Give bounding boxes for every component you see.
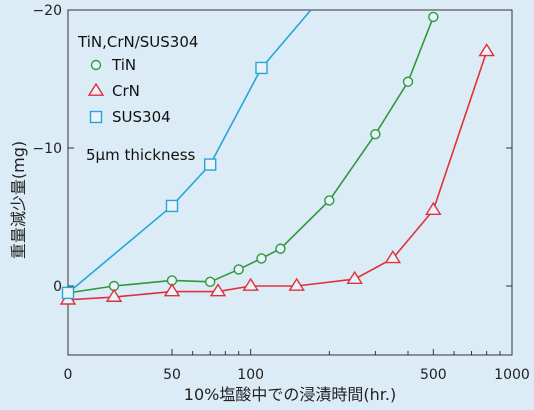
tin-line	[67, 16, 435, 294]
y-tick-label: 0	[53, 279, 62, 295]
crn-point	[478, 43, 495, 57]
x-tick-label: 0	[64, 367, 73, 383]
legend-tin-label: TiN	[111, 56, 136, 74]
tin-point	[402, 76, 414, 87]
x-tick-label: 500	[420, 367, 447, 383]
legend: TiN,CrN/SUS304 TiN CrN SUS304 5μm thicknes…	[77, 33, 198, 164]
tin-point	[428, 11, 439, 23]
tin-point	[370, 128, 381, 140]
crn-point	[425, 201, 442, 216]
tin-point	[275, 243, 286, 254]
x-tick-label: 1000	[494, 367, 530, 383]
x-tick-label: 50	[163, 367, 181, 383]
crn-point	[242, 277, 259, 291]
x-tick-label: 100	[237, 367, 264, 383]
crn-point	[209, 283, 227, 297]
sus304-point	[165, 199, 179, 213]
x-axis-title: 10%塩酸中での浸漬時間(hr.)	[184, 385, 396, 404]
crn-point	[346, 270, 363, 284]
plot-area	[67, 9, 513, 356]
legend-tin-marker	[90, 59, 102, 71]
legend-crn-label: CrN	[112, 82, 140, 100]
y-axis-title: 重量減少量(mg)	[9, 141, 28, 259]
legend-sus304-label: SUS304	[112, 108, 171, 126]
tin-point	[256, 253, 267, 264]
sus304-point	[203, 158, 217, 171]
legend-crn-marker	[87, 82, 105, 96]
y-tick-label: −20	[32, 3, 62, 19]
legend-title: TiN,CrN/SUS304	[77, 33, 198, 51]
thickness-note: 5μm thickness	[86, 146, 196, 164]
crn-point	[163, 283, 181, 297]
crn-point	[384, 250, 402, 264]
tin-point	[324, 195, 335, 206]
crn-point	[288, 277, 305, 291]
tin-point	[233, 264, 244, 275]
legend-sus304-marker	[89, 110, 103, 124]
tin-point	[204, 276, 216, 288]
sus304-point	[255, 61, 268, 75]
crn-point	[105, 288, 123, 302]
sus304-point	[61, 286, 75, 300]
y-tick-label: −10	[32, 141, 62, 157]
